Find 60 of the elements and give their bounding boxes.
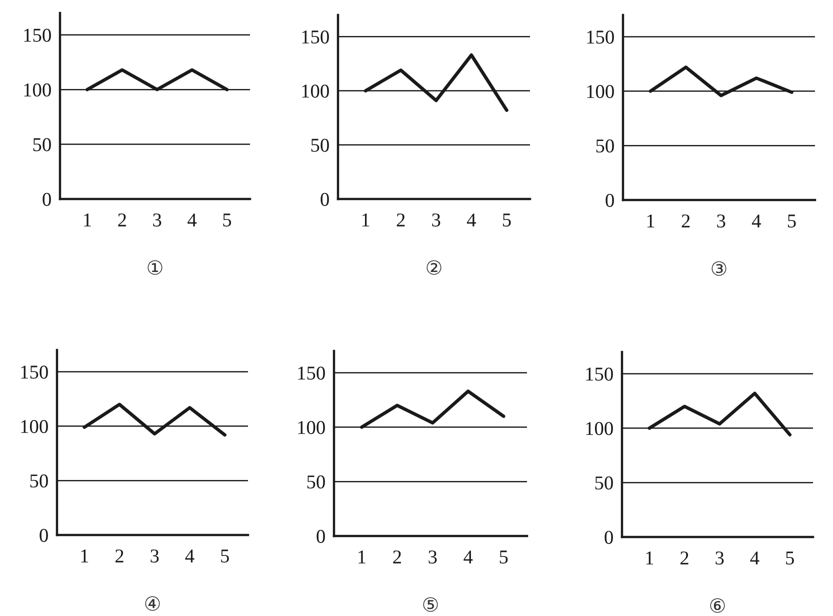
y-tick-label: 50 [311,138,329,152]
y-tick-label: 100 [21,420,48,434]
x-tick-label: 4 [185,550,194,562]
x-tick-label: 1 [647,214,654,228]
x-axis-title: ⑥ [710,598,725,613]
x-tick-label: 2 [115,550,124,562]
y-tick-label: 100 [302,84,329,98]
x-tick-label: 1 [646,552,654,564]
x-tick-label: 3 [432,214,440,227]
x-tick-label: 1 [84,214,91,226]
y-tick-label: 50 [307,475,325,489]
x-tick-label: 2 [396,214,405,226]
y-tick-label: 0 [320,192,329,206]
y-tick-label: 50 [596,139,614,153]
y-tick-label: 150 [586,368,613,381]
x-tick-label: 4 [466,214,476,226]
y-tick-label: 150 [21,366,48,379]
x-tick-label: 5 [500,550,508,564]
x-axis-title: ⑤ [423,597,438,612]
x-tick-label: 3 [153,214,162,227]
y-tick-label: 0 [604,530,613,544]
y-tick-label: 0 [316,530,325,543]
y-tick-label: 150 [302,30,329,44]
y-tick-label: 100 [298,420,325,434]
x-tick-label: 3 [150,550,159,563]
x-tick-label: 5 [502,214,511,227]
y-tick-label: 50 [595,476,613,490]
x-tick-label: 2 [682,214,690,228]
x-tick-label: 3 [716,552,724,565]
x-tick-label: 5 [221,550,229,563]
x-tick-label: 1 [358,550,366,564]
y-tick-label: 50 [30,474,48,488]
y-tick-label: 0 [42,192,51,206]
y-tick-label: 150 [298,366,325,380]
x-axis-title: ② [426,260,442,275]
x-tick-label: 3 [428,550,437,564]
y-tick-label: 150 [24,28,51,42]
x-tick-label: 5 [223,214,232,227]
y-tick-label: 50 [33,138,51,152]
x-tick-label: 3 [717,214,726,228]
x-tick-label: 5 [788,214,796,228]
y-tick-label: 100 [587,84,614,98]
y-tick-label: 100 [586,422,613,436]
x-axis-title: ④ [145,596,160,611]
x-tick-label: 2 [393,550,401,564]
x-tick-label: 1 [81,550,88,562]
x-tick-label: 2 [118,214,126,226]
y-tick-label: 0 [606,194,614,207]
x-tick-label: 5 [786,552,794,565]
x-tick-label: 4 [750,552,760,564]
x-axis-title: ③ [712,261,726,276]
y-tick-label: 100 [24,83,51,97]
y-tick-label: 0 [40,528,48,542]
x-axis-title: ① [148,260,162,275]
y-tick-label: 150 [587,30,614,44]
x-tick-label: 4 [464,550,473,564]
x-tick-label: 2 [680,552,688,564]
x-tick-label: 4 [188,214,197,226]
x-tick-label: 1 [362,214,370,226]
x-tick-label: 4 [752,214,761,228]
